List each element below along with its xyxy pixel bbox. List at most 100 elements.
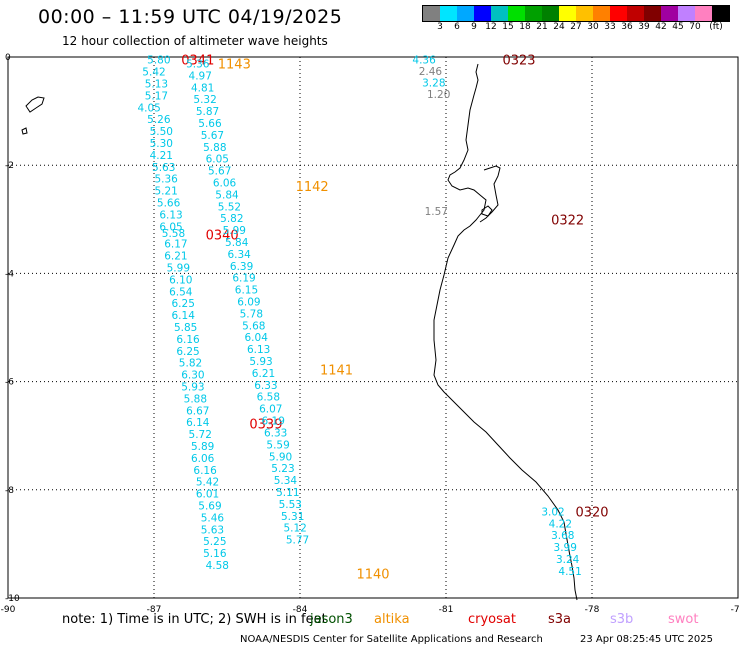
pass-time-label: 1142 bbox=[296, 180, 329, 195]
wave-height-reading: 5.13 bbox=[145, 79, 168, 91]
wave-height-reading: 5.66 bbox=[157, 198, 181, 210]
wave-height-reading: 4.97 bbox=[189, 70, 212, 82]
wave-height-reading: 5.72 bbox=[189, 429, 212, 441]
wave-height-reading: 5.99 bbox=[167, 262, 190, 274]
wave-height-reading: 6.01 bbox=[196, 489, 219, 501]
page-title: 00:00 – 11:59 UTC 04/19/2025 bbox=[38, 6, 343, 28]
colorbar-label: (ft) bbox=[709, 22, 723, 32]
island-galapagos-isabela bbox=[25, 96, 45, 113]
wave-height-reading: 5.63 bbox=[152, 162, 175, 174]
wave-height-reading: 5.42 bbox=[142, 67, 165, 79]
footer-organization: NOAA/NESDIS Center for Satellite Applica… bbox=[240, 634, 543, 645]
wave-height-reading: 5.67 bbox=[201, 130, 224, 142]
wave-height-reading: 6.25 bbox=[172, 298, 195, 310]
colorbar-label: 3 bbox=[437, 22, 443, 32]
colorbar-label: 70 bbox=[689, 22, 701, 32]
wave-height-reading: 4.21 bbox=[150, 150, 173, 162]
wave-height-reading: 5.77 bbox=[286, 535, 309, 547]
coastline-path bbox=[433, 87, 578, 601]
colorbar-swatch bbox=[678, 6, 695, 21]
wave-height-reading: 6.67 bbox=[186, 405, 209, 417]
wave-height-reading: 6.06 bbox=[213, 178, 237, 190]
wave-height-reading: 5.88 bbox=[184, 393, 207, 405]
pass-time-label: 0320 bbox=[575, 505, 608, 520]
y-tick-label: -4 bbox=[5, 269, 14, 279]
wave-height-reading: 6.15 bbox=[235, 285, 258, 297]
wave-height-reading: 4.58 bbox=[206, 560, 229, 572]
colorbar-swatch bbox=[423, 6, 440, 21]
map-border bbox=[7, 56, 739, 599]
legend-item-s3b: s3b bbox=[610, 612, 634, 627]
wave-height-reading: 5.90 bbox=[269, 451, 292, 463]
wave-height-reading: 5.88 bbox=[203, 142, 226, 154]
colorbar-swatch bbox=[508, 6, 525, 21]
colorbar-swatch bbox=[695, 6, 712, 21]
wave-height-reading: 6.33 bbox=[264, 427, 287, 439]
wave-height-reading: 6.14 bbox=[186, 417, 210, 429]
legend-item-s3a: s3a bbox=[548, 612, 572, 627]
colorbar-label: 9 bbox=[471, 22, 477, 32]
wave-height-reading: 5.26 bbox=[147, 114, 171, 126]
wave-height-reading: 6.19 bbox=[262, 416, 285, 428]
colorbar-label: 33 bbox=[604, 22, 616, 32]
pass-time-label: 0340 bbox=[206, 228, 239, 243]
wave-height-reading: 6.30 bbox=[181, 370, 204, 382]
wave-height-reading: 5.52 bbox=[218, 201, 241, 213]
colorbar-swatch bbox=[644, 6, 661, 21]
colorbar-swatch bbox=[576, 6, 593, 21]
wave-height-reading: 6.21 bbox=[164, 251, 187, 263]
wave-height-reading: 5.34 bbox=[274, 475, 298, 487]
wave-height-reading: 6.34 bbox=[227, 249, 251, 261]
wave-height-reading: 5.17 bbox=[145, 90, 168, 102]
x-tick-label: -75 bbox=[731, 605, 740, 615]
satellite-tracks: 5.805.425.135.174.055.265.505.304.215.63… bbox=[137, 54, 608, 583]
colorbar-label: 12 bbox=[485, 22, 497, 32]
wave-height-reading: 6.13 bbox=[159, 209, 182, 221]
wave-height-reading: 4.22 bbox=[549, 518, 572, 530]
wave-height-reading: 5.93 bbox=[249, 356, 272, 368]
wave-height-reading: 3.02 bbox=[541, 506, 564, 518]
colorbar-label: 36 bbox=[621, 22, 633, 32]
x-tick-label: -90 bbox=[1, 605, 16, 615]
wave-height-reading: 6.25 bbox=[176, 346, 199, 358]
wave-height-reading: 3.68 bbox=[551, 530, 574, 542]
wave-height-reading: 5.89 bbox=[191, 441, 214, 453]
colorbar-label: 24 bbox=[553, 22, 565, 32]
colorbar-swatch bbox=[525, 6, 542, 21]
track-3: 4.362.463.281.20 1.57 0323 0322 bbox=[412, 54, 584, 229]
y-tick-label: -10 bbox=[5, 594, 20, 604]
wave-height-reading: 5.67 bbox=[208, 166, 231, 178]
pass-time-label: 1143 bbox=[218, 57, 251, 72]
wave-height-reading: 1.20 bbox=[427, 89, 450, 101]
wave-height-reading: 4.81 bbox=[191, 82, 214, 94]
wave-height-reading: 5.84 bbox=[225, 237, 249, 249]
colorbar-label: 21 bbox=[536, 22, 548, 32]
pass-time-label: 1141 bbox=[320, 364, 353, 379]
wave-height-reading: 5.78 bbox=[240, 308, 263, 320]
wave-height-reading: 6.16 bbox=[193, 465, 217, 477]
wave-height-reading: 5.63 bbox=[201, 524, 224, 536]
wave-height-reading: 5.85 bbox=[174, 322, 197, 334]
pass-time-label: 0341 bbox=[181, 54, 214, 69]
map-frame bbox=[7, 56, 739, 599]
colorbar-label: 42 bbox=[655, 22, 667, 32]
colorbar-swatch bbox=[491, 6, 508, 21]
colorbar-swatch bbox=[712, 6, 729, 21]
wave-height-reading: 6.16 bbox=[176, 334, 200, 346]
legend-item-swot: swot bbox=[668, 612, 699, 627]
wave-height-reading: 3.24 bbox=[556, 554, 580, 566]
y-tick-label: -8 bbox=[5, 486, 14, 496]
map-grid bbox=[8, 57, 738, 598]
wave-height-reading: 5.46 bbox=[201, 512, 225, 524]
wave-height-reading: 5.87 bbox=[196, 106, 219, 118]
colorbar-label: 27 bbox=[570, 22, 582, 32]
pass-time-label: 0323 bbox=[502, 54, 535, 69]
wave-height-reading: 6.17 bbox=[164, 239, 187, 251]
wave-height-reading: 5.36 bbox=[186, 58, 210, 70]
island-puna bbox=[481, 205, 493, 217]
colorbar-swatch bbox=[593, 6, 610, 21]
wave-height-reading: 5.82 bbox=[179, 358, 202, 370]
legend-item-altika: altika bbox=[374, 612, 410, 627]
legend-item-jason3: jason3 bbox=[310, 612, 353, 627]
